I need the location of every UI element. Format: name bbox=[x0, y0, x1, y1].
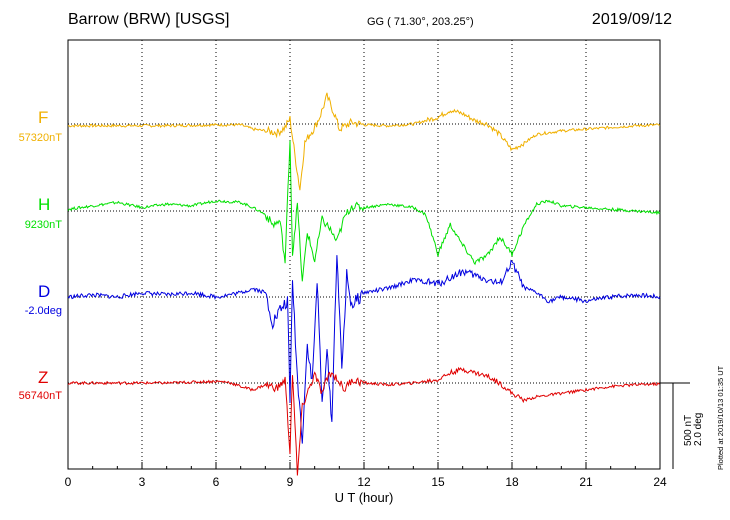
scale-label-deg: 2.0 deg bbox=[693, 412, 704, 446]
series-line-h bbox=[67, 140, 661, 282]
component-label-z: Z bbox=[38, 368, 49, 387]
component-baseline-z: 56740nT bbox=[18, 390, 62, 402]
x-tick-label-18: 18 bbox=[505, 475, 519, 489]
x-axis-label: U T (hour) bbox=[335, 490, 394, 505]
x-tick-label-15: 15 bbox=[431, 475, 445, 489]
x-tick-label-12: 12 bbox=[357, 475, 371, 489]
component-label-h: H bbox=[38, 195, 51, 214]
component-baseline-d: -2.0deg bbox=[24, 305, 62, 317]
component-baseline-h: 9230nT bbox=[24, 219, 62, 231]
date: 2019/09/12 bbox=[591, 11, 672, 28]
station-title: Barrow (BRW) [USGS] bbox=[68, 11, 230, 28]
x-tick-label-6: 6 bbox=[213, 475, 220, 489]
coordinates: GG ( 71.30°, 203.25°) bbox=[367, 16, 474, 28]
x-tick-label-24: 24 bbox=[653, 475, 667, 489]
component-traces bbox=[67, 92, 661, 476]
component-label-d: D bbox=[38, 282, 51, 301]
x-tick-label-9: 9 bbox=[287, 475, 294, 489]
scale-bar bbox=[660, 382, 690, 469]
plotted-note: Plotted at 2019/10/13 01:35 UT bbox=[716, 365, 725, 470]
x-axis-ticks: 0 3 6 9 12 15 18 21 24 bbox=[65, 462, 667, 489]
series-line-f bbox=[67, 92, 661, 191]
series-line-z bbox=[67, 366, 661, 476]
x-tick-label-0: 0 bbox=[65, 475, 72, 489]
component-baseline-f: 57320nT bbox=[18, 132, 62, 144]
grid-lines bbox=[141, 40, 587, 469]
component-label-f: F bbox=[38, 108, 49, 127]
x-tick-label-3: 3 bbox=[139, 475, 146, 489]
x-tick-label-21: 21 bbox=[579, 475, 593, 489]
series-line-d bbox=[67, 255, 661, 444]
